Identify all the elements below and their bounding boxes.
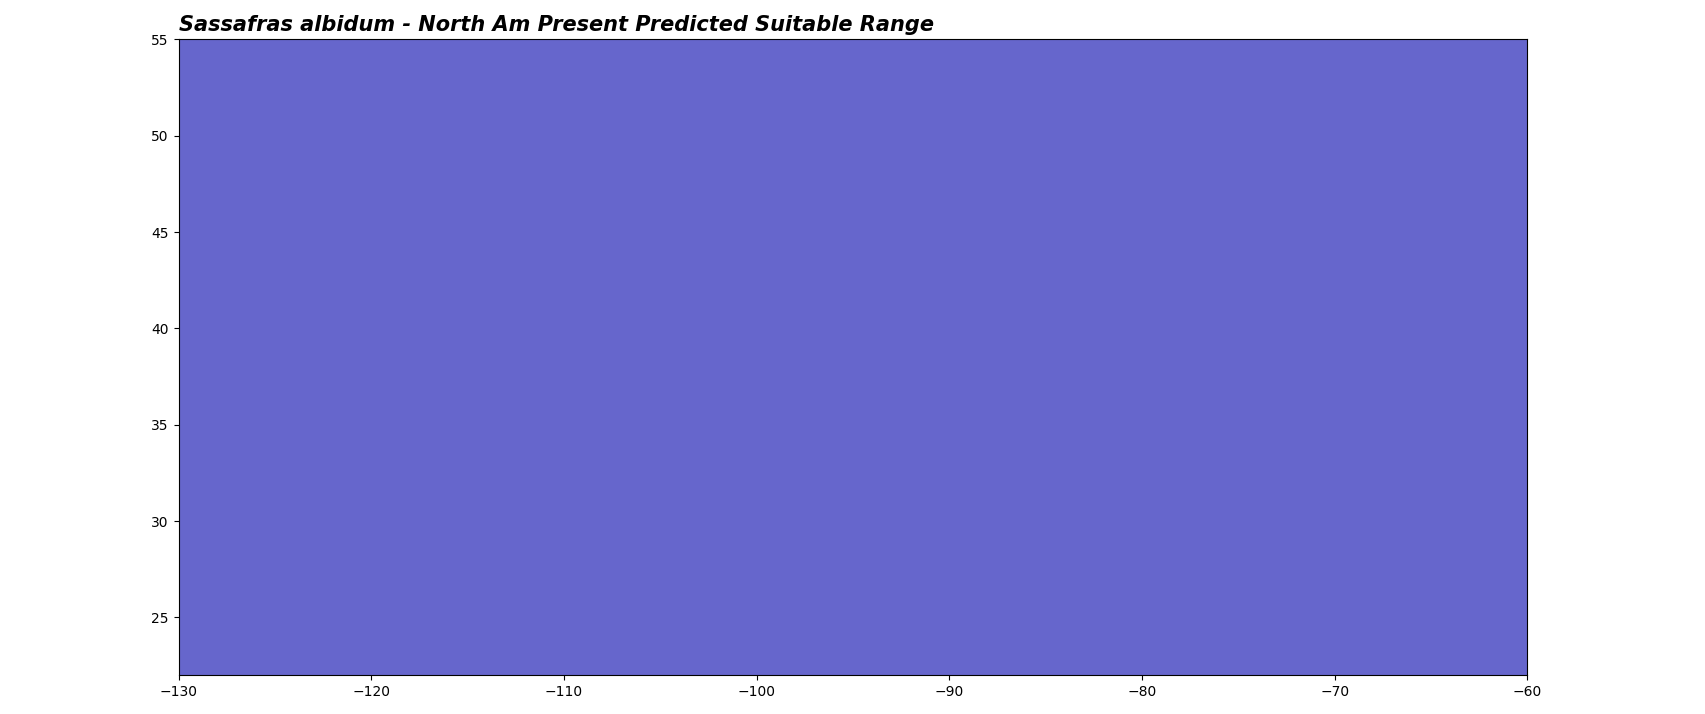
Text: Sassafras albidum - North Am Present Predicted Suitable Range: Sassafras albidum - North Am Present Pre… xyxy=(179,15,933,35)
